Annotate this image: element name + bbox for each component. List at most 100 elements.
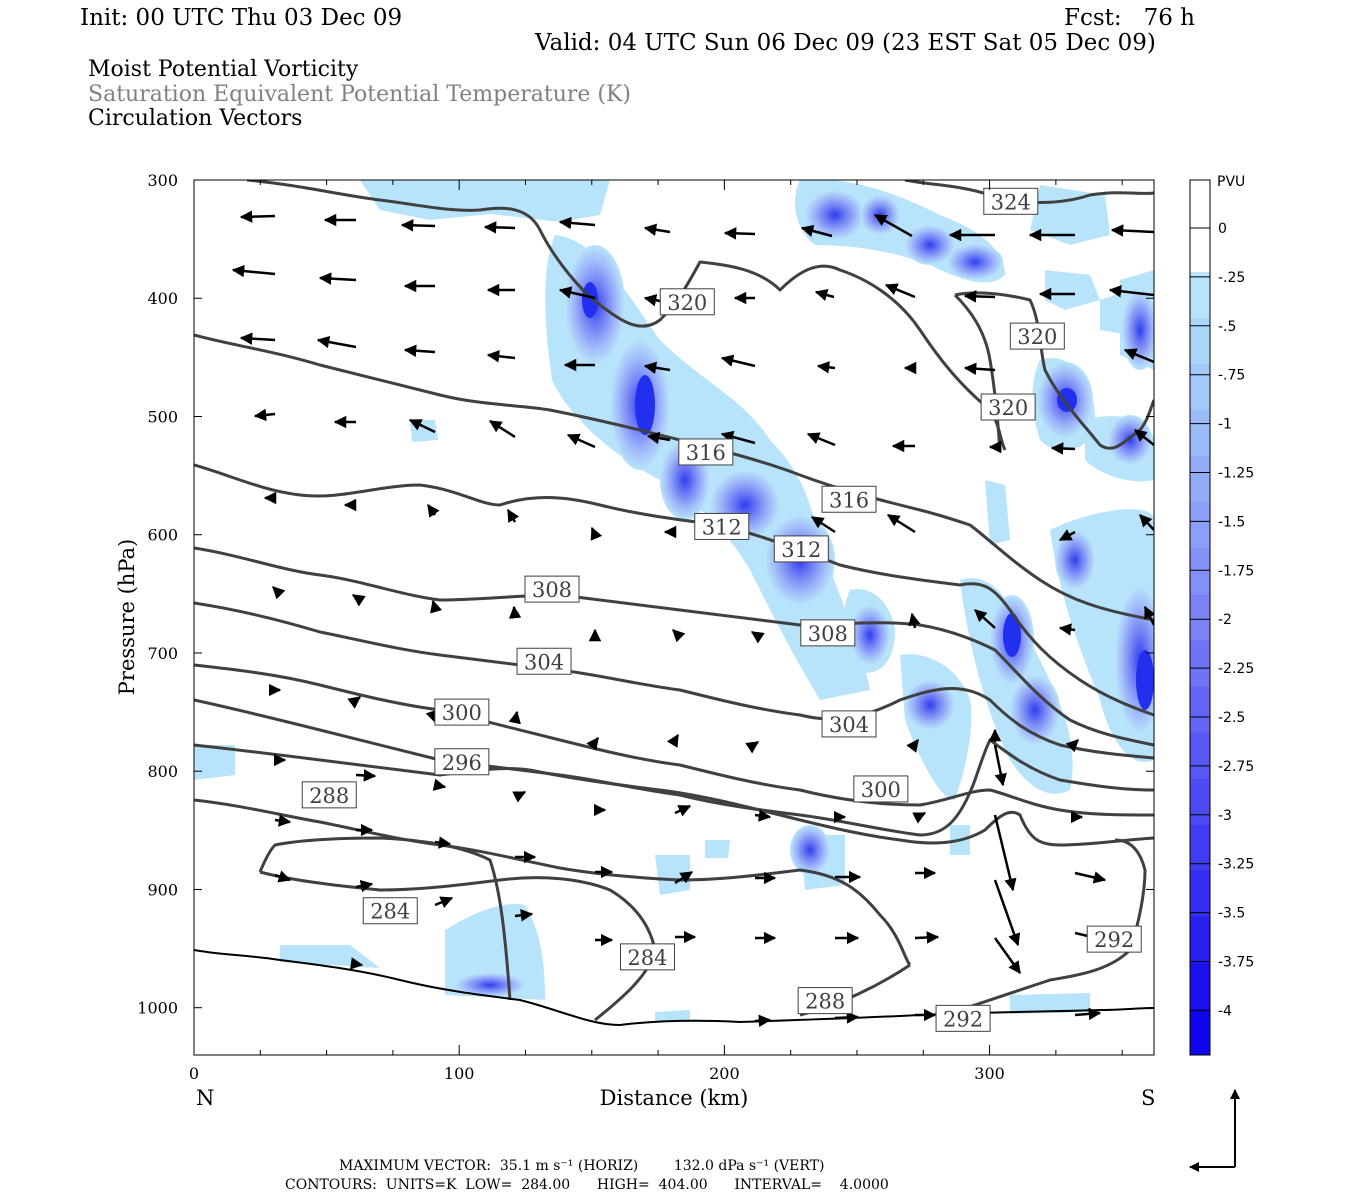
colorbar-swatch [1190, 364, 1210, 411]
y-tick-label: 500 [147, 407, 178, 426]
contour-label-box [678, 438, 734, 466]
contour-label: 320 [988, 396, 1028, 420]
south-label: S [1141, 1086, 1155, 1110]
contour-label: 288 [805, 990, 845, 1014]
colorbar-label: -2.25 [1218, 661, 1254, 677]
contour-label: 288 [309, 784, 349, 808]
y-axis-label: Pressure (hPa) [115, 539, 139, 695]
forecast-hour: Fcst: 76 h [1064, 5, 1195, 31]
colorbar-swatch [1190, 456, 1210, 503]
contour-label: 292 [1094, 928, 1134, 952]
title-moist-pv: Moist Potential Vorticity [88, 57, 359, 82]
colorbar-unit: PVU [1217, 174, 1245, 190]
pv-colorbar: PVU 0 -.25 -.5 -.75 -1 -1.25 -1.5 -1.75 -2 -2.25 -2… [1189, 174, 1254, 1056]
colorbar-swatch [1190, 778, 1210, 826]
contour-label-box [800, 619, 856, 647]
colorbar-swatch [1190, 180, 1210, 227]
colorbar-label: -.25 [1218, 270, 1245, 286]
x-tick-label: 0 [189, 1064, 199, 1083]
valid-time: Valid: 04 UTC Sun 06 Dec 09 (23 EST Sat … [535, 30, 1156, 56]
contour-label-box [301, 781, 357, 809]
contour-label-box [434, 748, 490, 776]
contours-note: CONTOURS: UNITS=K LOW= 284.00 HIGH= 404.… [285, 1177, 889, 1193]
colorbar-swatch [1190, 594, 1210, 642]
colorbar-label: -.75 [1218, 368, 1245, 384]
colorbar-label: -2.5 [1218, 710, 1245, 726]
colorbar-swatch [1190, 916, 1210, 964]
title-theta-es: Saturation Equivalent Potential Temperat… [88, 82, 631, 107]
contour-label: 304 [829, 713, 869, 737]
colorbar-label: -1 [1218, 417, 1232, 433]
colorbar-label: 0 [1218, 221, 1227, 237]
y-tick-label: 1000 [137, 999, 178, 1018]
colorbar-label: -2.75 [1218, 759, 1254, 775]
colorbar-label: -2 [1218, 612, 1232, 628]
contour-label: 292 [943, 1007, 983, 1031]
colorbar-swatch [1190, 502, 1210, 549]
contour-label-box [797, 987, 853, 1015]
plot-frame [193, 179, 1155, 1056]
y-tick-label: 700 [147, 644, 178, 663]
contour-label: 308 [532, 578, 572, 602]
contour-label-box [362, 897, 418, 925]
init-time: Init: 00 UTC Thu 03 Dec 09 [80, 5, 403, 31]
contour-label-box [659, 288, 715, 316]
y-axis: 300 400 500 600 700 800 900 1000 [137, 171, 1154, 1018]
colorbar-swatch [1190, 962, 1210, 1010]
contour-label-box [935, 1004, 991, 1032]
contour-label: 320 [667, 291, 707, 315]
colorbar-label: -3.25 [1218, 857, 1254, 873]
colorbar-swatch [1190, 548, 1210, 595]
contour-label: 300 [861, 778, 901, 802]
contour-label: 308 [808, 622, 848, 646]
x-tick-label: 300 [974, 1064, 1005, 1083]
colorbar-label: -1.5 [1218, 514, 1245, 530]
x-axis-label: Distance (km) [600, 1086, 749, 1110]
contour-label-box [619, 943, 675, 971]
contour-label-box [1009, 322, 1065, 350]
colorbar-swatch [1190, 640, 1210, 688]
contour-label: 312 [702, 515, 742, 539]
contour-label-box [434, 698, 490, 726]
north-label: N [196, 1086, 214, 1110]
contour-label-box [773, 535, 829, 563]
y-tick-label: 800 [147, 762, 178, 781]
colorbar-swatch [1190, 318, 1210, 365]
circulation-vectors [231, 210, 1154, 1027]
colorbar-label: -3.5 [1218, 906, 1245, 922]
colorbar-swatch [1190, 1008, 1210, 1056]
contour-label: 320 [1017, 325, 1057, 349]
contour-label-box [983, 187, 1039, 215]
y-tick-label: 900 [147, 880, 178, 899]
contour-label: 284 [627, 946, 667, 970]
colorbar-label: -3.75 [1218, 955, 1254, 971]
colorbar-label: -1.75 [1218, 563, 1254, 579]
colorbar-swatch [1190, 272, 1210, 319]
colorbar-label: -.5 [1218, 319, 1236, 335]
title-circulation-vectors: Circulation Vectors [88, 106, 303, 131]
contour-labels: 324 320 320 320 316 316 312 312 308 308 304 304 300 3… [301, 187, 1142, 1032]
contour-label-box [821, 485, 877, 513]
contour-label: 304 [524, 650, 564, 674]
reference-vector [1189, 1089, 1240, 1172]
colorbar-label: -4 [1218, 1003, 1232, 1019]
contour-label: 316 [686, 441, 726, 465]
colorbar-frame [1189, 179, 1211, 1056]
x-tick-label: 100 [444, 1064, 475, 1083]
y-tick-label: 300 [147, 171, 178, 190]
contour-label: 312 [781, 538, 821, 562]
contour-label-box [694, 512, 750, 540]
contour-label-box [1086, 925, 1142, 953]
contour-label: 324 [991, 190, 1031, 214]
contour-label-box [524, 575, 580, 603]
colorbar-swatch [1190, 686, 1210, 734]
contour-label: 296 [442, 751, 482, 775]
colorbar-swatch [1190, 870, 1210, 918]
colorbar-swatch [1190, 732, 1210, 780]
contour-label-box [516, 647, 572, 675]
colorbar-swatch [1190, 410, 1210, 457]
colorbar-label: -1.25 [1218, 466, 1254, 482]
colorbar-swatch [1190, 226, 1210, 273]
colorbar-label: -3 [1218, 808, 1232, 824]
